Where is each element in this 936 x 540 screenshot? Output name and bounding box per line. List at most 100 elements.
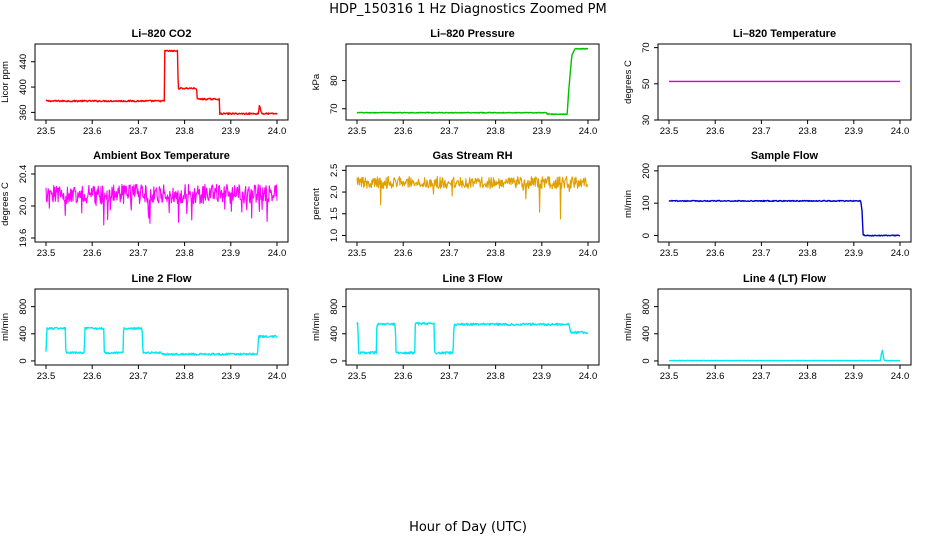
- plot-frame: [345, 165, 600, 243]
- x-tick-label: 23.6: [706, 126, 725, 137]
- x-tick-label: 24.0: [579, 126, 598, 137]
- panel-title: Line 4 (LT) Flow: [743, 273, 826, 285]
- x-tick-label: 24.0: [268, 248, 287, 259]
- chart-panel: Line 2 Flow ml/min 23.5 23.6 23.7 23.8 23.9 24.…: [0, 273, 289, 382]
- x-tick-label: 24.0: [891, 126, 910, 137]
- series-line: [45, 183, 278, 226]
- y-tick-label: 80: [329, 75, 340, 86]
- y-tick-label: 1.5: [329, 207, 340, 220]
- x-tick-label: 23.6: [83, 248, 102, 259]
- chart-panel: Gas Stream RH percent 23.5 23.6 23.7 23.8 23.9…: [311, 150, 600, 259]
- x-tick-label: 23.8: [486, 371, 505, 382]
- chart-panel: Li–820 Pressure kPa 23.5 23.6 23.7 23.8 23.9 24…: [311, 28, 600, 137]
- series-line: [356, 321, 589, 355]
- plot-frame: [657, 288, 912, 366]
- x-tick-label: 23.7: [129, 371, 148, 382]
- x-tick-label: 23.8: [175, 371, 194, 382]
- y-tick-label: 400: [329, 326, 340, 342]
- chart-panel: Sample Flow ml/min 23.5 23.6 23.7 23.8 23.9 24.…: [623, 150, 912, 259]
- x-tick-label: 23.7: [752, 126, 771, 137]
- x-tick-label: 23.5: [37, 126, 56, 137]
- y-tick-label: 1.0: [329, 229, 340, 242]
- y-tick-label: 440: [18, 54, 29, 70]
- x-tick-label: 23.5: [348, 126, 367, 137]
- series-line: [356, 47, 589, 116]
- plot-frame: [345, 288, 600, 366]
- x-tick-label: 24.0: [268, 371, 287, 382]
- series-line: [668, 199, 901, 237]
- x-tick-label: 23.7: [440, 371, 459, 382]
- x-tick-label: 23.9: [845, 371, 864, 382]
- series-line: [45, 49, 278, 116]
- x-tick-label: 23.8: [798, 371, 817, 382]
- x-tick-label: 23.8: [798, 126, 817, 137]
- x-tick-label: 24.0: [891, 371, 910, 382]
- x-tick-label: 23.7: [129, 248, 148, 259]
- chart-panel: Li–820 CO2 Licor ppm 23.5 23.6 23.7 23.8 23.9 2…: [0, 28, 289, 137]
- y-axis-label: Licor ppm: [0, 61, 11, 103]
- x-tick-label: 23.9: [533, 371, 552, 382]
- panel-title: Line 2 Flow: [132, 273, 192, 285]
- y-tick-label: 800: [18, 299, 29, 315]
- y-tick-label: 0: [329, 358, 340, 363]
- plot-frame: [345, 43, 600, 121]
- y-axis-label: ml/min: [623, 190, 634, 218]
- x-tick-label: 23.7: [440, 248, 459, 259]
- y-axis-label: degrees C: [623, 60, 634, 104]
- x-tick-label: 23.8: [486, 126, 505, 137]
- x-tick-label: 23.8: [175, 126, 194, 137]
- y-tick-label: 100: [641, 195, 652, 211]
- plot-frame: [34, 165, 289, 243]
- x-tick-label: 23.9: [533, 248, 552, 259]
- y-tick-label: 30: [641, 115, 652, 126]
- plot-frame: [34, 288, 289, 366]
- x-tick-label: 23.7: [752, 248, 771, 259]
- y-tick-label: 800: [329, 299, 340, 315]
- x-tick-label: 23.5: [348, 248, 367, 259]
- chart-panel: Line 3 Flow ml/min 23.5 23.6 23.7 23.8 23.9 24.…: [311, 273, 600, 382]
- y-tick-label: 2.0: [329, 185, 340, 198]
- x-tick-label: 24.0: [268, 126, 287, 137]
- x-tick-label: 23.6: [394, 248, 413, 259]
- panel-title: Li–820 Pressure: [430, 28, 514, 40]
- x-tick-label: 23.9: [222, 248, 241, 259]
- x-tick-label: 23.6: [706, 371, 725, 382]
- panel-title: Gas Stream RH: [432, 150, 512, 162]
- series-line: [45, 326, 278, 356]
- series-line: [668, 349, 901, 362]
- y-axis-label: ml/min: [0, 313, 11, 341]
- y-tick-label: 20.4: [18, 165, 29, 184]
- x-tick-label: 23.9: [222, 126, 241, 137]
- x-tick-label: 23.5: [660, 371, 679, 382]
- x-tick-label: 23.7: [129, 126, 148, 137]
- x-tick-label: 23.8: [798, 248, 817, 259]
- plot-frame: [657, 43, 912, 121]
- x-tick-label: 23.9: [533, 126, 552, 137]
- y-tick-label: 70: [329, 103, 340, 114]
- chart-panel: Li–820 Temperature degrees C 23.5 23.6 23.7 2…: [623, 28, 912, 137]
- y-axis-label: percent: [311, 188, 322, 220]
- x-tick-label: 23.6: [394, 126, 413, 137]
- y-tick-label: 400: [641, 326, 652, 342]
- series-line: [356, 175, 589, 220]
- y-tick-label: 2.5: [329, 164, 340, 177]
- y-axis-label: ml/min: [623, 313, 634, 341]
- x-tick-label: 23.7: [752, 371, 771, 382]
- x-tick-label: 23.7: [440, 126, 459, 137]
- x-tick-label: 23.9: [845, 248, 864, 259]
- x-axis-label: Hour of Day (UTC): [409, 520, 527, 535]
- figure-title: HDP_150316 1 Hz Diagnostics Zoomed PM: [329, 2, 607, 17]
- panel-title: Line 3 Flow: [443, 273, 503, 285]
- x-tick-label: 23.8: [175, 248, 194, 259]
- plot-frame: [34, 43, 289, 121]
- y-tick-label: 800: [641, 299, 652, 315]
- x-tick-label: 23.6: [394, 371, 413, 382]
- x-tick-label: 23.5: [660, 248, 679, 259]
- x-tick-label: 23.9: [845, 126, 864, 137]
- x-tick-label: 23.8: [486, 248, 505, 259]
- y-axis-label: ml/min: [311, 313, 322, 341]
- x-tick-label: 23.5: [660, 126, 679, 137]
- x-tick-label: 23.5: [37, 248, 56, 259]
